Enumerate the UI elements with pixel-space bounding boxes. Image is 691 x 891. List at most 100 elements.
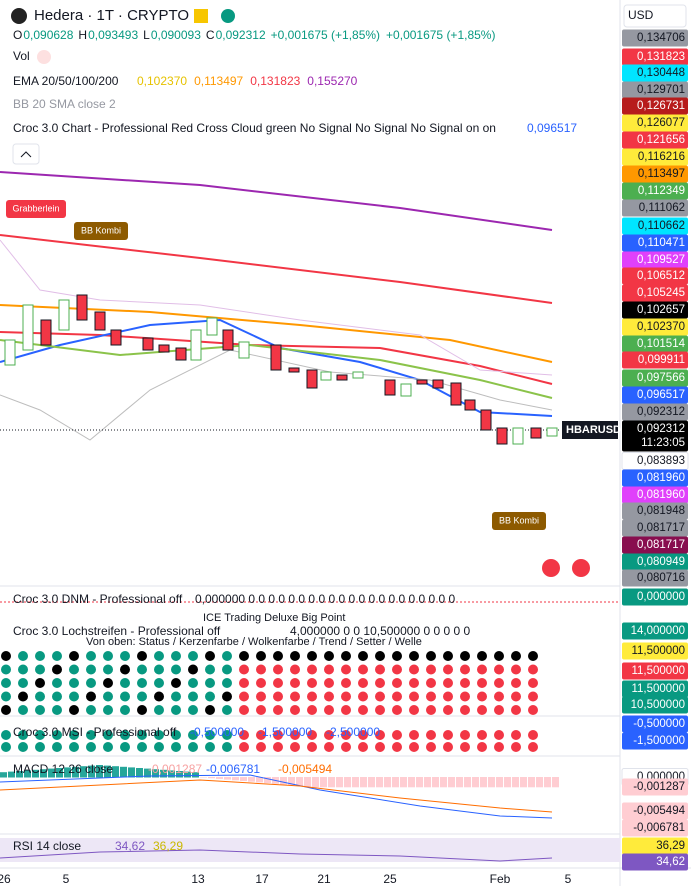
signal-dot <box>171 664 181 675</box>
price-label: 0,092312 <box>637 406 685 418</box>
macd-bar <box>472 777 479 788</box>
macd-bar <box>48 768 55 778</box>
signal-dot <box>120 691 130 702</box>
price-label: 0,081948 <box>637 505 685 517</box>
collapse-button[interactable] <box>12 143 40 165</box>
price-label-box <box>622 64 688 82</box>
dnm-values: 0,000000 0 0 0 0 0 0 0 0 0 0 0 0 0 0 0 0… <box>195 592 456 606</box>
price-label-box <box>622 837 688 855</box>
signal-dot <box>324 651 334 661</box>
price-label-box <box>622 148 688 166</box>
price-label-box <box>622 251 688 269</box>
msi-dot <box>460 730 470 740</box>
macd-bar <box>480 777 487 788</box>
event-icon[interactable] <box>572 559 590 577</box>
change-value: +0,001675 (+1,85%) <box>386 28 495 42</box>
price-label: 0,081717 <box>637 539 685 551</box>
price-label-box <box>622 131 688 149</box>
signal-dot <box>443 691 453 702</box>
signal-dot <box>273 664 283 675</box>
signal-dot <box>1 664 11 675</box>
lochstreifen-note: Von oben: Status / Kerzenfarbe / Wolkenf… <box>86 636 422 648</box>
macd-bar <box>544 777 551 788</box>
signal-dot <box>52 651 62 661</box>
candle <box>416 379 428 385</box>
signal-dot <box>154 664 164 675</box>
signal-dot <box>409 705 419 715</box>
signal-dot <box>375 705 385 715</box>
signal-dot <box>86 678 96 688</box>
signal-dot <box>103 705 113 715</box>
msi-dot <box>239 742 249 752</box>
signal-dot <box>103 651 113 661</box>
bb-label: BB 20 SMA close 2 <box>13 97 116 111</box>
price-label: 11,500000 <box>631 645 685 657</box>
price-label-box <box>622 182 688 200</box>
lochstreifen-values: 4,000000 0 0 10,500000 0 0 0 0 0 <box>290 624 470 638</box>
signal-dot <box>409 664 419 675</box>
msi-dot <box>52 742 62 752</box>
signal-dot <box>307 705 317 715</box>
macd-bar <box>360 777 367 788</box>
x-tick-label: Feb <box>490 872 511 886</box>
signal-dot <box>256 705 266 715</box>
signal-dot <box>511 705 521 715</box>
ema-value: 0,131823 <box>250 74 300 88</box>
macd-bar <box>296 777 303 786</box>
candle <box>58 299 70 331</box>
signal-dot <box>477 691 487 702</box>
msi-dot <box>290 730 300 740</box>
macd-bar <box>184 771 191 778</box>
msi-dot <box>86 742 96 752</box>
price-label: -1,500000 <box>633 735 685 747</box>
vol-label: Vol <box>13 49 30 63</box>
signal-dot <box>528 705 538 715</box>
signal-dot <box>120 678 130 688</box>
signal-dot <box>18 691 28 702</box>
price-label: 0,105245 <box>637 287 685 299</box>
x-tick-label: 26 <box>0 872 11 886</box>
flag-icon[interactable] <box>194 9 208 23</box>
signal-dot <box>511 691 521 702</box>
macd-bar <box>72 766 79 778</box>
macd-bar <box>16 771 23 778</box>
msi-dot <box>256 730 266 740</box>
price-label-box <box>622 502 688 520</box>
signal-dot <box>256 651 266 661</box>
price-label: 34,62 <box>656 856 685 868</box>
price-label-box <box>622 97 688 115</box>
signal-dot <box>137 691 147 702</box>
price-label: 0,111062 <box>639 202 685 214</box>
price-label-box <box>622 234 688 252</box>
signal-dot <box>324 705 334 715</box>
macd-bar <box>424 777 431 788</box>
event-icon[interactable] <box>542 559 560 577</box>
price-label: 11,500000 <box>631 683 685 695</box>
ohlc-key: L <box>143 28 150 42</box>
signal-dot <box>52 705 62 715</box>
x-tick-label: 5 <box>63 872 70 886</box>
signal-dot <box>494 678 504 688</box>
ice-label: ICE Trading Deluxe Big Point <box>203 612 345 624</box>
candle <box>432 379 444 389</box>
msi-value: -0,500000 <box>190 725 244 739</box>
macd-bar <box>280 777 287 785</box>
price-label-box <box>622 715 688 733</box>
signal-dot <box>137 651 147 661</box>
signal-dot <box>120 705 130 715</box>
msi-dot <box>392 742 402 752</box>
croc-label: Croc 3.0 Chart - Professional Red Cross … <box>13 121 496 135</box>
msi-dot <box>171 742 181 752</box>
msi-dot <box>494 742 504 752</box>
candle <box>512 427 524 445</box>
signal-dot <box>18 678 28 688</box>
warning-icon[interactable] <box>37 50 51 64</box>
macd-bar <box>312 777 319 788</box>
signal-dot <box>86 651 96 661</box>
price-label: 11:23:05 <box>641 437 685 449</box>
x-tick-label: 5 <box>565 872 572 886</box>
msi-dot <box>375 730 385 740</box>
msi-dot <box>103 730 113 740</box>
currency-button[interactable] <box>623 4 687 28</box>
price-label: 0,081717 <box>637 522 685 534</box>
